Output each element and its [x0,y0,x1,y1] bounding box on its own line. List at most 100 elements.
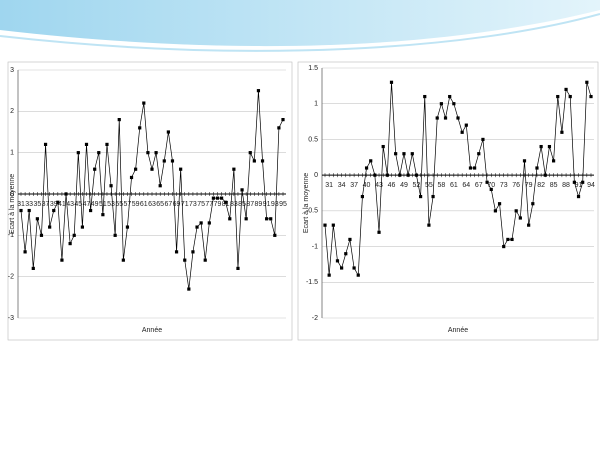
data-point [224,200,228,204]
data-point [514,209,518,213]
x-tick-label: 70 [487,182,495,189]
data-point [406,173,410,177]
x-tick-label: 59 [132,201,140,208]
x-tick-label: 39 [50,201,58,208]
x-tick-label: 73 [500,182,508,189]
data-point [344,252,348,256]
data-point [423,94,427,99]
x-tick-label: 94 [587,182,595,189]
data-point [418,194,423,199]
x-tick-label: 61 [450,182,458,189]
data-point [236,266,240,270]
data-point [377,230,381,234]
data-point [477,152,481,156]
data-point [506,237,510,242]
data-point [356,273,360,277]
data-point [273,233,277,237]
x-tick-label: 63 [148,201,156,208]
x-axis-title: Année [448,327,468,334]
data-point [60,258,64,262]
data-point [35,217,39,221]
data-point [410,152,414,156]
data-point [76,151,80,155]
data-point [121,258,125,262]
x-tick-label: 46 [388,182,396,189]
data-point [439,102,443,106]
data-point [174,250,179,254]
x-tick-label: 85 [238,201,246,208]
data-point [248,151,252,155]
data-point [464,123,468,127]
x-tick-label: 89 [255,201,263,208]
x-tick-label: 40 [363,182,371,189]
data-point [56,200,60,204]
data-point [281,118,285,122]
x-tick-label: 95 [279,201,287,208]
x-tick-label: 81 [222,201,230,208]
x-tick-label: 93 [271,201,279,208]
data-point [215,196,220,200]
data-point [113,233,117,237]
data-point [581,180,585,184]
data-point [497,202,502,206]
x-axis-title: Année [142,327,162,334]
data-point [443,116,448,120]
x-tick-label: 34 [338,182,346,189]
data-point [510,237,514,242]
data-point [228,217,232,221]
data-point [460,130,464,134]
data-point [468,166,473,170]
data-point [427,223,431,227]
x-tick-label: 73 [189,201,197,208]
x-tick-label: 85 [550,182,558,189]
data-point [39,233,44,237]
x-tick-label: 83 [230,201,238,208]
data-point [352,266,356,270]
chart-panel [7,61,293,341]
data-point [105,142,109,146]
data-point [154,151,158,155]
data-point [340,266,344,270]
data-point [48,225,52,229]
x-tick-label: 91 [263,201,271,208]
data-point [556,94,560,99]
data-point [473,166,477,170]
y-tick-label: 2 [10,108,14,115]
y-tick-label: 0.5 [308,136,318,143]
data-point [564,87,568,92]
data-point [31,266,35,270]
data-point [179,167,183,171]
x-tick-label: 45 [74,201,82,208]
data-point [162,159,166,163]
x-tick-label: 75 [197,201,205,208]
data-point [327,273,331,277]
x-tick-label: 91 [575,182,583,189]
data-point [146,151,150,155]
data-point [211,196,216,200]
data-point [535,166,539,170]
x-tick-label: 37 [350,182,358,189]
x-tick-label: 43 [375,182,383,189]
data-point [64,192,68,196]
data-point [244,217,248,221]
data-point [80,225,85,229]
data-point [373,173,377,177]
header-curve [0,13,600,52]
data-point [560,130,564,134]
x-tick-label: 33 [25,201,33,208]
chart-panel [297,61,599,341]
y-tick-label: -1 [8,232,14,239]
x-tick-label: 37 [42,201,50,208]
data-point [481,137,485,142]
data-point [170,159,175,163]
x-tick-label: 87 [246,201,254,208]
data-point [543,173,547,177]
x-tick-label: 76 [512,182,520,189]
data-point [158,184,162,188]
data-point [551,159,556,163]
x-tick-label: 88 [562,182,570,189]
y-axis-title: Ecart à la moyenne [9,174,16,234]
data-point [19,208,23,213]
y-tick-label: 3 [10,67,14,74]
